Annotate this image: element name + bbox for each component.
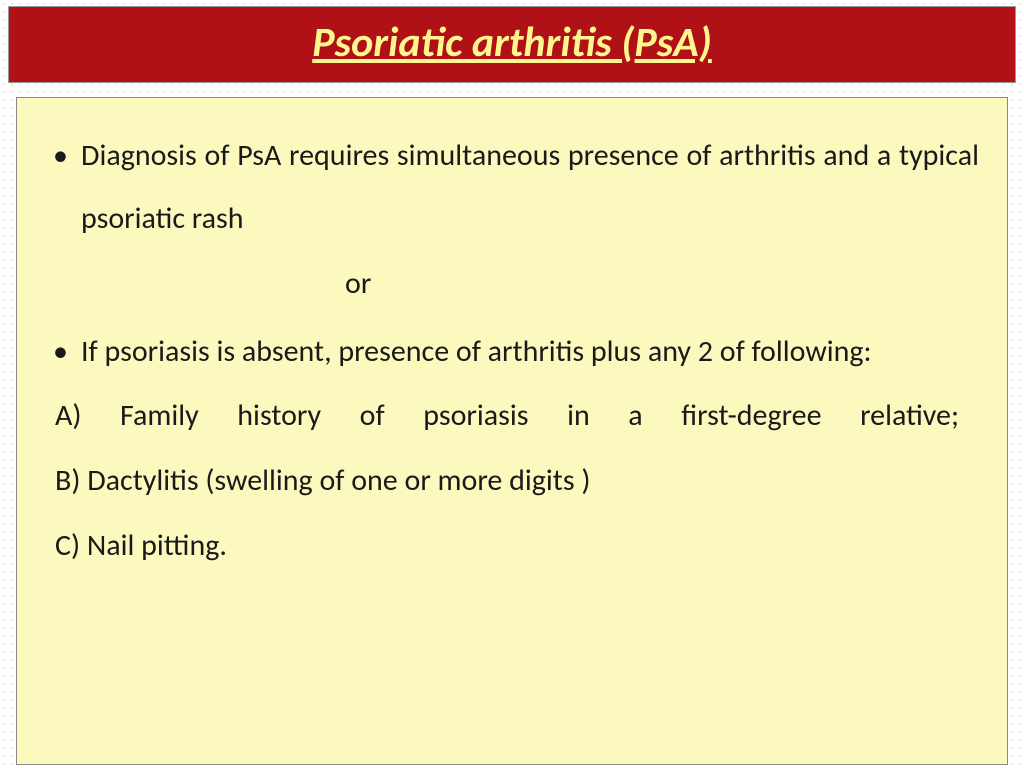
or-separator: or (45, 254, 979, 314)
sub-item-b: B) Dactylitis (swelling of one or more d… (45, 452, 979, 509)
slide-title: Psoriatic arthritis (PsA) (312, 17, 712, 68)
bullet-item: Diagnosis of PsA requires simultaneous p… (45, 124, 979, 250)
bullet-item: If psoriasis is absent, presence of arth… (45, 320, 979, 383)
title-bar: Psoriatic arthritis (PsA) (8, 6, 1016, 83)
sub-item-a: A) Family history of psoriasis in a firs… (45, 387, 979, 444)
bullet-list: Diagnosis of PsA requires simultaneous p… (45, 124, 979, 250)
slide-container: Psoriatic arthritis (PsA) Diagnosis of P… (0, 0, 1024, 768)
sub-item-c: C) Nail pitting. (45, 517, 979, 574)
bullet-list: If psoriasis is absent, presence of arth… (45, 320, 979, 383)
content-box: Diagnosis of PsA requires simultaneous p… (16, 97, 1008, 765)
